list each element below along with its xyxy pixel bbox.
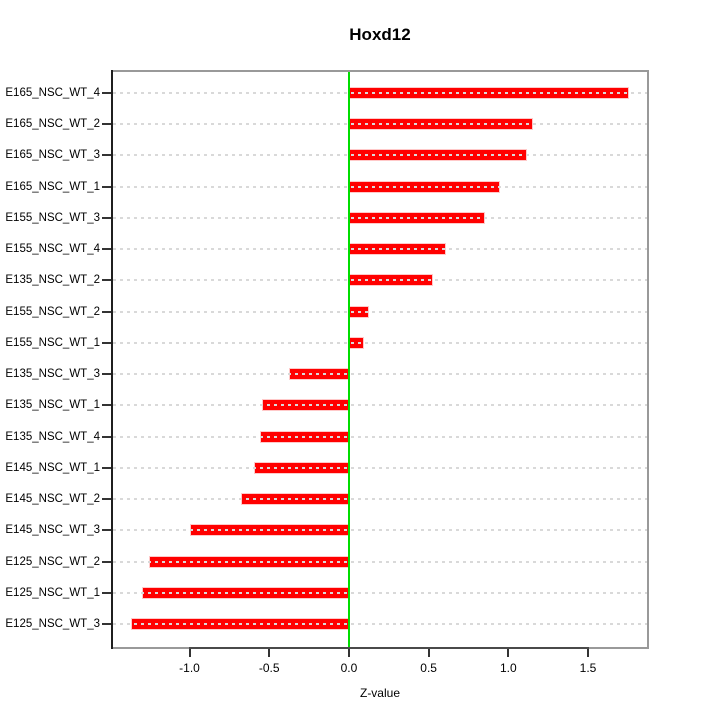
gridline xyxy=(113,92,647,94)
y-axis-tick xyxy=(102,466,111,469)
gridline xyxy=(113,466,647,469)
x-axis-tick xyxy=(507,649,510,657)
x-axis-tick xyxy=(427,649,430,657)
y-axis-label: E155_NSC_WT_2 xyxy=(5,305,100,318)
y-axis-tick xyxy=(102,123,111,126)
y-axis-label: E155_NSC_WT_3 xyxy=(5,211,100,224)
gridline xyxy=(113,498,647,501)
bottom-axis-line xyxy=(188,647,589,649)
gridline xyxy=(113,591,647,594)
gridline xyxy=(113,154,647,157)
y-axis-label: E155_NSC_WT_1 xyxy=(5,336,100,349)
x-axis-tick-label: 0.5 xyxy=(420,661,437,675)
gridline xyxy=(113,248,647,251)
y-axis-tick xyxy=(102,341,111,344)
y-axis-label: E125_NSC_WT_1 xyxy=(5,586,100,599)
y-axis-tick xyxy=(102,591,111,594)
y-axis-tick xyxy=(102,154,111,157)
zero-line xyxy=(347,72,350,647)
y-axis-label: E125_NSC_WT_3 xyxy=(5,617,100,630)
left-axis-line xyxy=(111,70,113,649)
y-axis-tick xyxy=(102,498,111,501)
gridline xyxy=(113,123,647,126)
x-axis-tick-label: 0.0 xyxy=(340,661,358,675)
x-axis-title: Z-value xyxy=(359,686,400,700)
y-axis-label: E145_NSC_WT_1 xyxy=(5,461,100,474)
y-axis-tick xyxy=(102,560,111,563)
y-axis-tick xyxy=(102,279,111,282)
gridline xyxy=(113,373,647,376)
y-axis-tick xyxy=(102,529,111,532)
y-axis-label: E135_NSC_WT_3 xyxy=(5,368,100,381)
y-axis-tick xyxy=(102,373,111,376)
gridline xyxy=(113,435,647,438)
gridline xyxy=(113,560,647,563)
gridline xyxy=(113,529,647,532)
gridline xyxy=(113,404,647,407)
y-axis-label: E135_NSC_WT_4 xyxy=(5,430,100,443)
x-axis-tick-label: 1.0 xyxy=(499,661,517,675)
y-axis-label: E135_NSC_WT_1 xyxy=(5,399,100,412)
gridline xyxy=(113,341,647,344)
y-axis-tick xyxy=(102,404,111,407)
y-axis-tick xyxy=(102,92,111,94)
gridline xyxy=(113,310,647,313)
gridline xyxy=(113,279,647,282)
x-axis-tick xyxy=(188,649,191,657)
y-axis-label: E155_NSC_WT_4 xyxy=(5,243,100,256)
y-axis-label: E165_NSC_WT_2 xyxy=(5,118,100,131)
y-axis-label: E165_NSC_WT_3 xyxy=(5,149,100,162)
y-axis-label: E125_NSC_WT_2 xyxy=(5,555,100,568)
plot-area xyxy=(111,70,649,649)
y-axis-tick xyxy=(102,216,111,219)
x-axis-tick-label: 1.5 xyxy=(579,661,597,675)
y-axis-tick xyxy=(102,310,111,313)
y-axis-tick xyxy=(102,185,111,188)
y-axis-label: E145_NSC_WT_2 xyxy=(5,493,100,506)
x-axis-tick-label: -0.5 xyxy=(258,661,280,675)
x-axis-tick xyxy=(587,649,590,657)
gridline xyxy=(113,216,647,219)
x-axis-tick-label: -1.0 xyxy=(179,661,200,675)
gridline xyxy=(113,622,647,625)
y-axis-label: E145_NSC_WT_3 xyxy=(5,524,100,537)
gridline xyxy=(113,185,647,188)
y-axis-label: E135_NSC_WT_2 xyxy=(5,274,100,287)
y-axis-label: E165_NSC_WT_4 xyxy=(5,87,100,99)
x-axis-tick xyxy=(347,649,350,657)
y-axis-tick xyxy=(102,248,111,251)
x-axis-tick xyxy=(268,649,271,657)
y-axis-tick xyxy=(102,622,111,625)
chart-title: Hoxd12 xyxy=(349,25,411,44)
y-axis-tick xyxy=(102,435,111,438)
y-axis-label: E165_NSC_WT_1 xyxy=(5,180,100,193)
